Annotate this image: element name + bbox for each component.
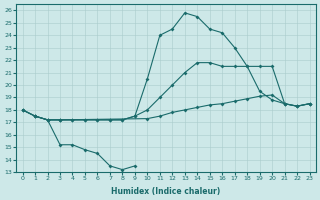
X-axis label: Humidex (Indice chaleur): Humidex (Indice chaleur) [111, 187, 221, 196]
